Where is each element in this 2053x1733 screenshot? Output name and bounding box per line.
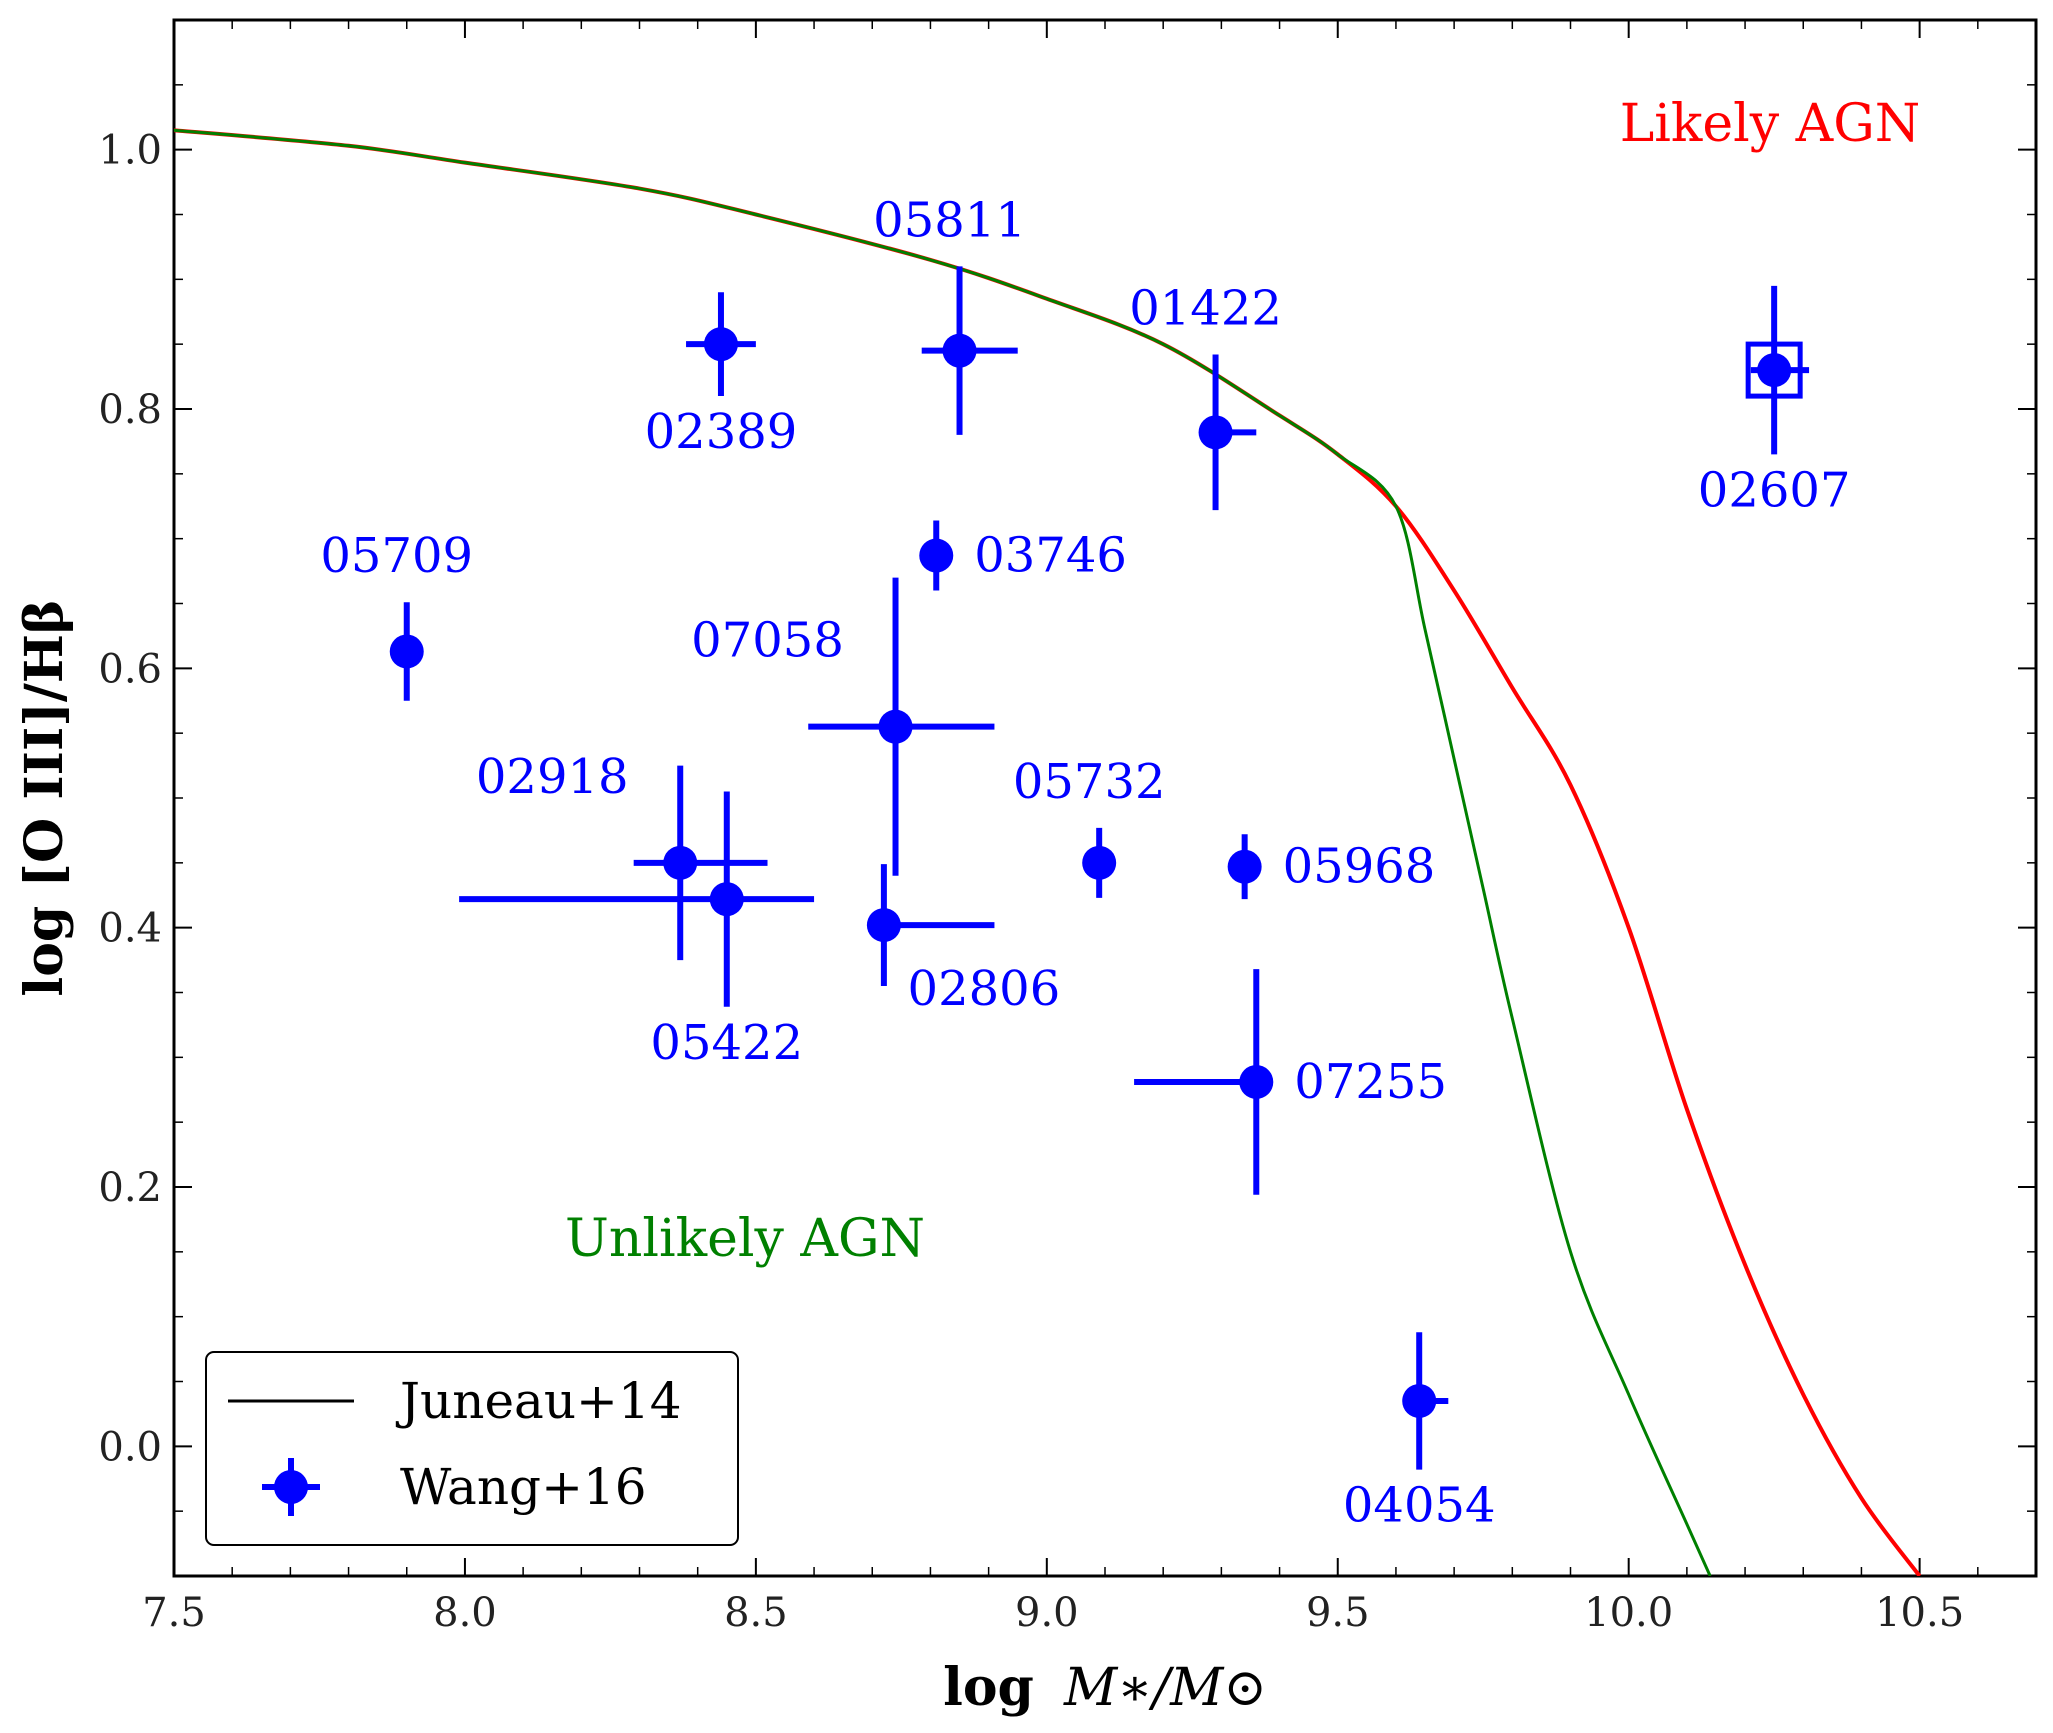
data-point-02806: 02806 bbox=[866, 864, 1061, 1017]
y-tick-label: 1.0 bbox=[98, 128, 162, 174]
point-marker bbox=[919, 538, 954, 573]
point-label: 07255 bbox=[1294, 1054, 1447, 1110]
point-marker bbox=[878, 709, 913, 744]
point-label: 02607 bbox=[1698, 462, 1851, 518]
data-point-07255: 07255 bbox=[1134, 969, 1447, 1195]
point-marker bbox=[663, 845, 698, 880]
x-tick-label: 9.0 bbox=[1015, 1590, 1079, 1636]
data-point-02918: 02918 bbox=[476, 749, 768, 961]
point-marker bbox=[1757, 353, 1792, 388]
data-point-05968: 05968 bbox=[1227, 834, 1436, 900]
point-label: 07058 bbox=[691, 613, 844, 669]
point-marker bbox=[703, 327, 738, 362]
point-label: 05732 bbox=[1013, 754, 1166, 810]
data-point-02389: 02389 bbox=[645, 292, 798, 460]
x-axis-title-var: M∗/M⊙ bbox=[1063, 1658, 1267, 1718]
axis-ticks: 7.5 8.0 8.5 9.0 9.5 10.0 10.5 0.0 0.2 0.4 0.6 0.8 1.… bbox=[98, 19, 2037, 1636]
x-axis-title-prefix: log bbox=[943, 1657, 1034, 1718]
region-label-likely-agn: Likely AGN bbox=[1620, 94, 1921, 154]
x-axis-title: log M∗/M⊙ bbox=[943, 1657, 1267, 1718]
point-label: 03746 bbox=[974, 528, 1127, 584]
y-tick-label: 0.4 bbox=[98, 906, 162, 952]
legend-entry-wang: Wang+16 bbox=[400, 1458, 647, 1516]
point-label: 05968 bbox=[1283, 839, 1436, 895]
point-marker bbox=[709, 882, 744, 917]
legend-entry-juneau: Juneau+14 bbox=[395, 1372, 682, 1430]
data-point-03746: 03746 bbox=[919, 520, 1127, 591]
region-label-unlikely-agn: Unlikely AGN bbox=[565, 1209, 925, 1269]
data-point-05732: 05732 bbox=[1013, 754, 1166, 898]
data-point-07058: 07058 bbox=[691, 577, 995, 876]
point-label: 05811 bbox=[873, 192, 1026, 248]
point-label: 04054 bbox=[1343, 1478, 1496, 1534]
point-marker bbox=[1239, 1064, 1274, 1099]
point-label: 02389 bbox=[645, 404, 798, 460]
data-point-05811: 05811 bbox=[873, 192, 1026, 435]
data-point-02607: 02607 bbox=[1698, 285, 1851, 518]
x-tick-label: 10.0 bbox=[1584, 1590, 1673, 1636]
point-marker bbox=[1082, 845, 1117, 880]
data-point-05422: 05422 bbox=[459, 791, 815, 1071]
point-label: 01422 bbox=[1129, 281, 1282, 337]
x-tick-label: 9.5 bbox=[1306, 1590, 1370, 1636]
curve-lower-green bbox=[174, 128, 1712, 1576]
y-tick-label: 0.0 bbox=[98, 1424, 162, 1470]
point-marker bbox=[1227, 849, 1262, 884]
y-tick-label: 0.2 bbox=[98, 1165, 162, 1211]
x-tick-label: 7.5 bbox=[142, 1590, 206, 1636]
data-point-05709: 05709 bbox=[320, 528, 473, 701]
point-label: 02806 bbox=[908, 961, 1061, 1017]
y-axis-title: log [O III]/Hβ bbox=[14, 599, 75, 996]
point-marker bbox=[389, 634, 424, 669]
point-label: 05422 bbox=[650, 1015, 803, 1071]
legend: Juneau+14 Wang+16 bbox=[205, 1351, 739, 1546]
x-tick-label: 8.0 bbox=[433, 1590, 497, 1636]
point-marker bbox=[1402, 1383, 1437, 1418]
data-point-04054: 04054 bbox=[1343, 1332, 1496, 1534]
point-marker bbox=[942, 333, 977, 368]
y-tick-label: 0.6 bbox=[98, 646, 162, 692]
legend-point-marker bbox=[274, 1470, 308, 1504]
point-marker bbox=[866, 908, 901, 943]
data-point-01422: 01422 bbox=[1129, 281, 1282, 511]
highlight-box bbox=[1745, 341, 1803, 399]
point-label: 02918 bbox=[476, 749, 629, 805]
boundary-curves bbox=[174, 128, 1922, 1576]
data-points: 05709 02389 05811 01422 03746 07058 02918 05422… bbox=[320, 192, 1850, 1533]
x-tick-label: 10.5 bbox=[1875, 1590, 1964, 1636]
y-tick-label: 0.8 bbox=[98, 387, 162, 433]
point-label: 05709 bbox=[320, 528, 473, 584]
point-marker bbox=[1198, 415, 1233, 450]
x-tick-label: 8.5 bbox=[724, 1590, 788, 1636]
